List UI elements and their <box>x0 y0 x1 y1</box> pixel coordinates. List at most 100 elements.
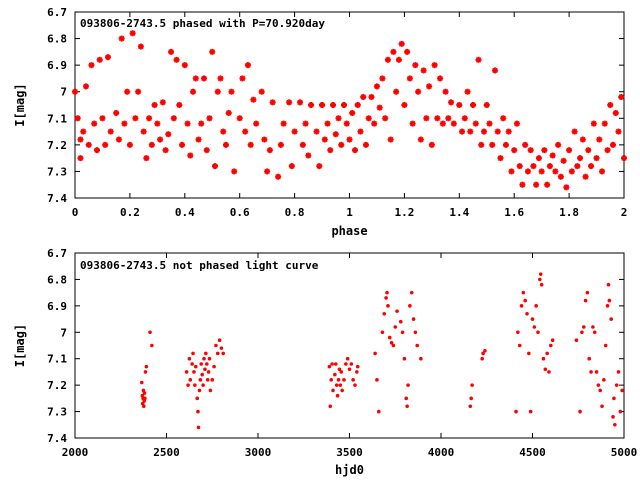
data-point <box>599 168 606 175</box>
data-point <box>139 380 144 385</box>
data-point <box>578 409 582 414</box>
data-point <box>587 356 592 361</box>
y-tick-label: 7.4 <box>47 432 67 445</box>
data-point <box>77 155 84 162</box>
data-point <box>126 141 133 148</box>
data-point <box>332 131 339 138</box>
data-point <box>620 388 624 393</box>
data-point <box>527 351 531 356</box>
data-point <box>610 141 617 148</box>
data-point <box>538 277 542 282</box>
data-point <box>530 317 535 321</box>
data-point <box>85 141 92 148</box>
data-point <box>591 325 595 329</box>
data-point <box>459 128 466 135</box>
y-tick-label: 7.2 <box>47 139 67 152</box>
chart-title: 093806-2743.5 not phased light curve <box>80 259 319 272</box>
data-point <box>536 330 540 335</box>
data-point <box>77 136 84 143</box>
data-point <box>250 96 257 103</box>
data-point <box>354 102 361 108</box>
data-point <box>373 83 380 90</box>
data-point <box>176 102 183 108</box>
data-point <box>611 415 615 419</box>
data-point <box>404 48 411 55</box>
data-point <box>192 75 199 82</box>
data-point <box>215 351 220 356</box>
data-point <box>181 62 188 69</box>
data-point <box>191 351 195 356</box>
data-point <box>508 168 515 175</box>
data-point <box>400 330 405 335</box>
data-point <box>336 378 341 382</box>
x-tick-label: 5000 <box>611 446 638 459</box>
data-point <box>124 88 131 95</box>
x-tick-label: 2 <box>621 206 628 219</box>
data-point <box>376 409 381 414</box>
data-point <box>539 282 544 287</box>
data-point <box>331 388 335 393</box>
data-point <box>517 343 522 348</box>
data-point <box>426 83 433 90</box>
data-point <box>583 298 588 303</box>
y-tick-label: 6.9 <box>47 300 67 313</box>
data-point <box>297 99 304 106</box>
data-point <box>404 396 409 401</box>
data-point <box>596 136 603 143</box>
data-point <box>521 290 526 295</box>
data-point <box>195 396 200 401</box>
data-point <box>491 67 498 74</box>
data-point <box>557 173 564 180</box>
data-point <box>592 330 597 335</box>
data-point <box>221 351 226 356</box>
data-point <box>355 364 360 369</box>
x-tick-label: 2000 <box>62 446 89 459</box>
unphased-plot: 2000 2500 3000 3500 4000 4500 5000 6.7 6.8 6.9 7 7.… <box>13 247 637 477</box>
data-point <box>203 367 207 372</box>
data-point <box>415 88 422 95</box>
x-tick-label: 1.2 <box>394 206 414 219</box>
data-point <box>200 372 204 377</box>
data-point <box>448 99 455 106</box>
data-point <box>401 102 408 108</box>
data-point <box>511 147 518 154</box>
data-point <box>209 48 216 55</box>
data-point <box>345 356 350 361</box>
data-point <box>362 141 369 148</box>
data-point <box>135 88 142 95</box>
data-point <box>205 378 210 382</box>
data-point <box>585 290 590 295</box>
data-point <box>74 115 81 122</box>
data-point <box>196 409 200 414</box>
data-point <box>199 362 204 366</box>
data-point <box>330 362 334 366</box>
data-point <box>391 343 396 348</box>
data-point <box>324 120 331 127</box>
x-tick-label: 3000 <box>245 446 272 459</box>
data-point <box>154 120 161 127</box>
data-point <box>269 99 276 106</box>
data-point <box>102 141 109 148</box>
data-point <box>329 378 334 382</box>
data-point <box>351 147 358 154</box>
y-axis-label: I[mag] <box>13 324 27 367</box>
y-tick-label: 7 <box>60 86 67 99</box>
data-point <box>408 304 412 308</box>
data-point <box>187 356 192 361</box>
data-point <box>204 362 209 366</box>
data-point <box>525 311 529 316</box>
data-point <box>349 109 356 116</box>
data-point <box>524 168 531 175</box>
data-point <box>513 120 520 127</box>
data-point <box>198 378 203 382</box>
data-point <box>204 351 208 356</box>
data-point <box>582 173 589 180</box>
data-point <box>533 181 540 188</box>
data-point <box>481 351 485 356</box>
data-point <box>415 343 420 348</box>
data-point <box>351 378 355 382</box>
data-point <box>541 147 548 154</box>
data-point <box>398 319 403 324</box>
data-point <box>461 115 468 122</box>
